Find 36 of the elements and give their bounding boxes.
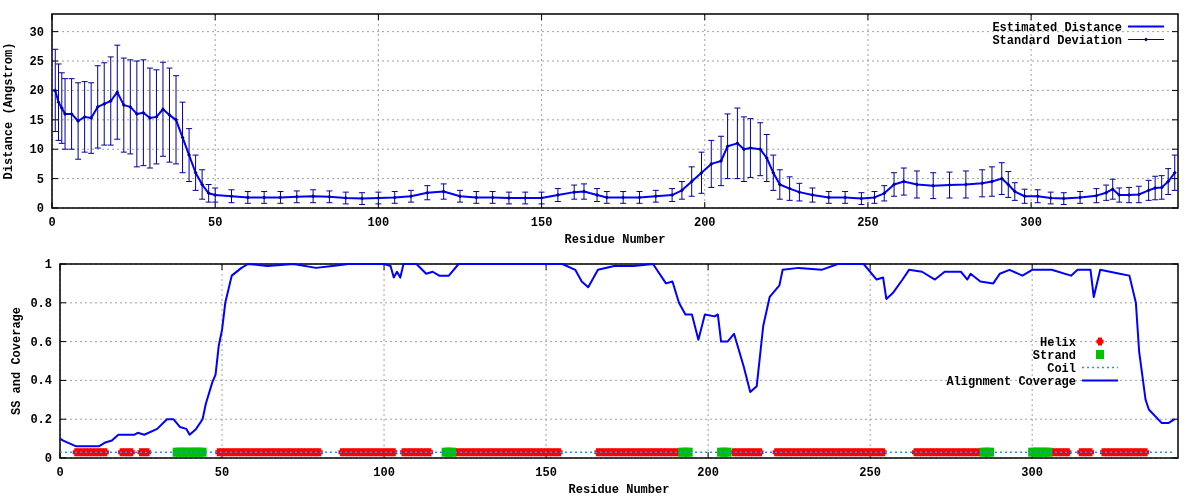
y-tick-label: 20: [29, 84, 44, 99]
y-tick-label: 0.2: [30, 413, 52, 428]
y-axis-title: SS and Coverage: [10, 306, 24, 416]
x-tick-label: 250: [859, 466, 881, 480]
y-tick-label: 30: [29, 25, 44, 40]
y-tick-label: 1: [44, 258, 52, 272]
legend-label: Strand: [1032, 348, 1076, 363]
y-tick-label: 0: [44, 452, 52, 466]
x-tick-label: 300: [1021, 466, 1043, 480]
legend-label: Estimated Distance: [992, 20, 1122, 35]
legend-label: Standard Deviation: [992, 33, 1122, 48]
x-axis-title: Residue Number: [564, 233, 666, 247]
legend-label: Alignment Coverage: [946, 374, 1076, 389]
x-axis-title: Residue Number: [568, 483, 670, 497]
y-tick-label: 25: [29, 55, 44, 70]
y-tick-label: 5: [36, 172, 44, 187]
x-tick-label: 300: [1020, 216, 1042, 230]
x-tick-label: 200: [697, 466, 719, 480]
x-tick-label: 200: [693, 216, 716, 230]
x-tick-label: 50: [207, 216, 223, 230]
y-axis-title: Distance (Angstrom): [2, 42, 16, 180]
legend-label: Helix: [1039, 335, 1076, 350]
x-tick-label: 100: [373, 466, 395, 480]
x-tick-label: 100: [367, 216, 390, 230]
x-tick-label: 50: [214, 466, 230, 480]
y-tick-label: 0.8: [30, 296, 52, 311]
y-tick-label: 0.4: [30, 374, 52, 389]
y-tick-label: 10: [29, 143, 44, 158]
y-tick-label: 0: [36, 202, 44, 216]
x-tick-label: 250: [857, 216, 879, 230]
x-tick-label: 150: [535, 466, 557, 480]
y-tick-label: 0.6: [30, 335, 52, 350]
x-tick-label: 150: [530, 216, 553, 230]
legend-label: Coil: [1047, 361, 1076, 376]
y-tick-label: 15: [29, 113, 44, 128]
x-tick-label: 0: [56, 466, 64, 480]
